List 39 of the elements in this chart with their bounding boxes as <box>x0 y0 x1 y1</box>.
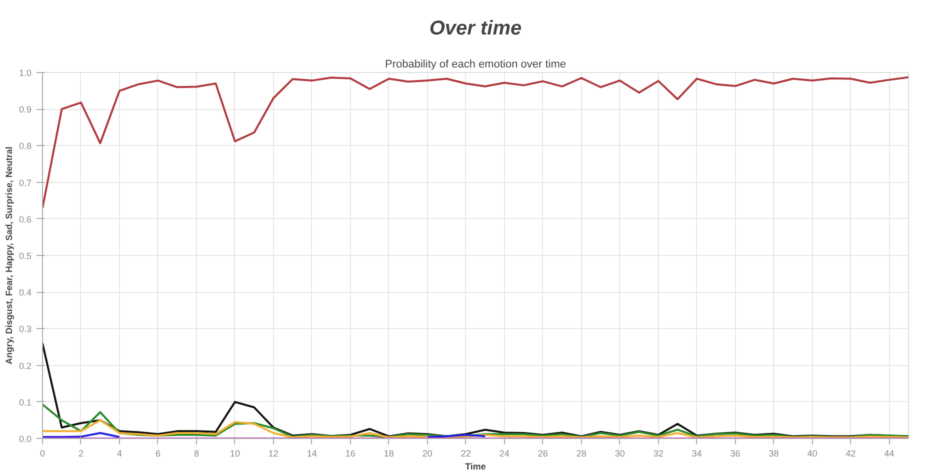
x-tick-label: 20 <box>422 448 432 458</box>
y-axis-title: Angry, Disgust, Fear, Happy, Sad, Surprise, Neutral <box>4 146 14 364</box>
x-tick-label: 4 <box>116 448 122 458</box>
line-series <box>42 76 908 209</box>
y-tick-label: 0.0 <box>18 434 32 444</box>
x-tick-label: 18 <box>384 448 394 458</box>
x-tick-label: 30 <box>614 448 625 458</box>
y-tick-label: 0.3 <box>18 324 32 334</box>
x-tick-label: 40 <box>807 448 818 458</box>
x-tick-label: 22 <box>460 448 471 458</box>
y-tick-label: 0.5 <box>18 251 32 261</box>
x-tick-label: 24 <box>499 448 510 458</box>
x-tick-label: 28 <box>576 448 586 458</box>
y-tick-label: 0.7 <box>18 178 32 188</box>
x-tick-label: 2 <box>78 448 84 458</box>
x-tick-label: 0 <box>40 448 46 458</box>
y-tick-label: 0.6 <box>18 214 32 224</box>
x-tick-label: 16 <box>345 448 356 458</box>
x-axis-title: Time <box>465 462 486 472</box>
y-tick-label: 0.2 <box>18 360 32 371</box>
x-tick-label: 44 <box>884 448 894 458</box>
x-tick-label: 38 <box>768 448 779 458</box>
x-tick-label: 10 <box>230 448 240 458</box>
x-tick-label: 36 <box>730 448 740 458</box>
x-tick-label: 12 <box>268 448 278 458</box>
y-tick-label: 0.4 <box>18 288 32 298</box>
x-tick-label: 34 <box>692 448 702 458</box>
x-tick-label: 14 <box>306 448 317 458</box>
y-tick-label: 0.9 <box>18 104 32 115</box>
x-tick-label: 26 <box>538 448 548 458</box>
x-tick-label: 42 <box>846 448 856 458</box>
y-tick-label: 0.1 <box>18 397 32 408</box>
chart-title: Over time <box>429 18 522 40</box>
x-tick-label: 8 <box>194 448 199 458</box>
y-tick-label: 0.8 <box>18 141 32 152</box>
x-tick-label: 6 <box>155 448 160 458</box>
x-tick-label: 32 <box>653 448 664 458</box>
chart-subtitle: Probability of each emotion over time <box>385 58 566 70</box>
y-tick-label: 1.0 <box>18 68 32 78</box>
